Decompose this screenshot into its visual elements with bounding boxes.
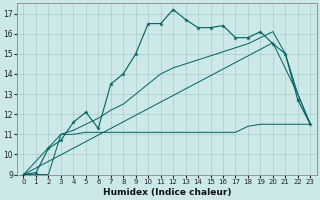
X-axis label: Humidex (Indice chaleur): Humidex (Indice chaleur) bbox=[103, 188, 231, 197]
